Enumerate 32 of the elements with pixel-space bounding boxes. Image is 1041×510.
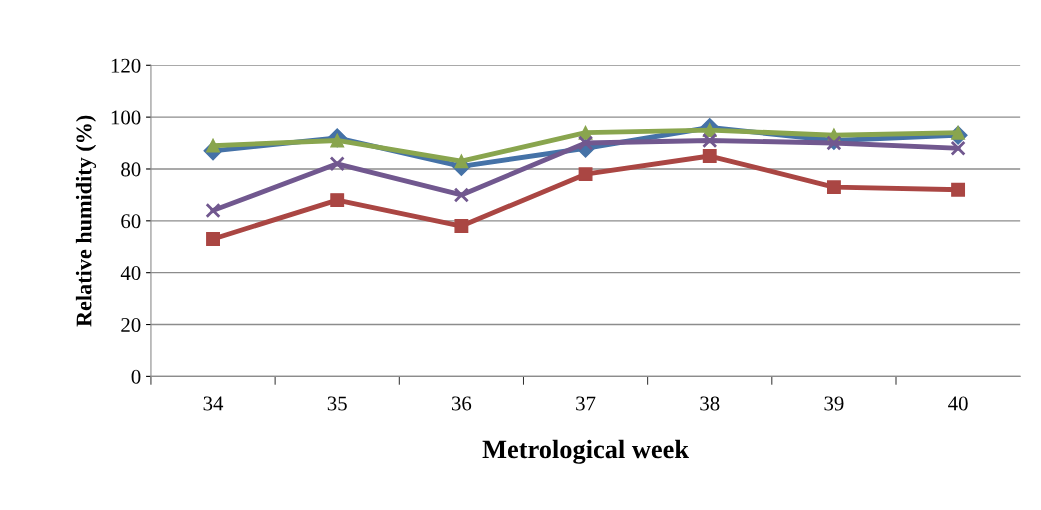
point [329,156,345,172]
point [826,180,841,195]
y-tick-label: 20 [121,317,141,332]
y-axis-title: Relative humidity (%) [75,115,97,327]
point [206,138,220,153]
point [205,202,221,219]
y-tick-label: 80 [121,162,141,177]
x-tick-label: 38 [700,396,720,411]
point [578,167,593,182]
point [454,219,469,233]
y-tick-label: 0 [131,369,141,384]
x-tick-label: 40 [948,396,968,411]
y-tick-label: 120 [111,58,141,73]
y-tick-label: 100 [111,110,141,125]
y-tick-label: 40 [120,266,141,281]
x-tick-label: 39 [824,396,844,411]
x-tick-label: 37 [576,396,596,411]
point [951,182,966,197]
point [206,232,220,246]
point [577,135,594,151]
x-axis-title: Metrological week [482,439,689,464]
x-tick-label: 35 [327,396,347,411]
point [950,140,966,156]
point [702,149,717,163]
point [454,154,469,169]
point [453,187,470,203]
y-tick-label: 60 [121,214,141,229]
point [330,193,345,208]
x-tick-label: 36 [451,396,472,411]
point [702,132,718,149]
x-tick-label: 34 [203,396,224,411]
point [826,135,842,151]
